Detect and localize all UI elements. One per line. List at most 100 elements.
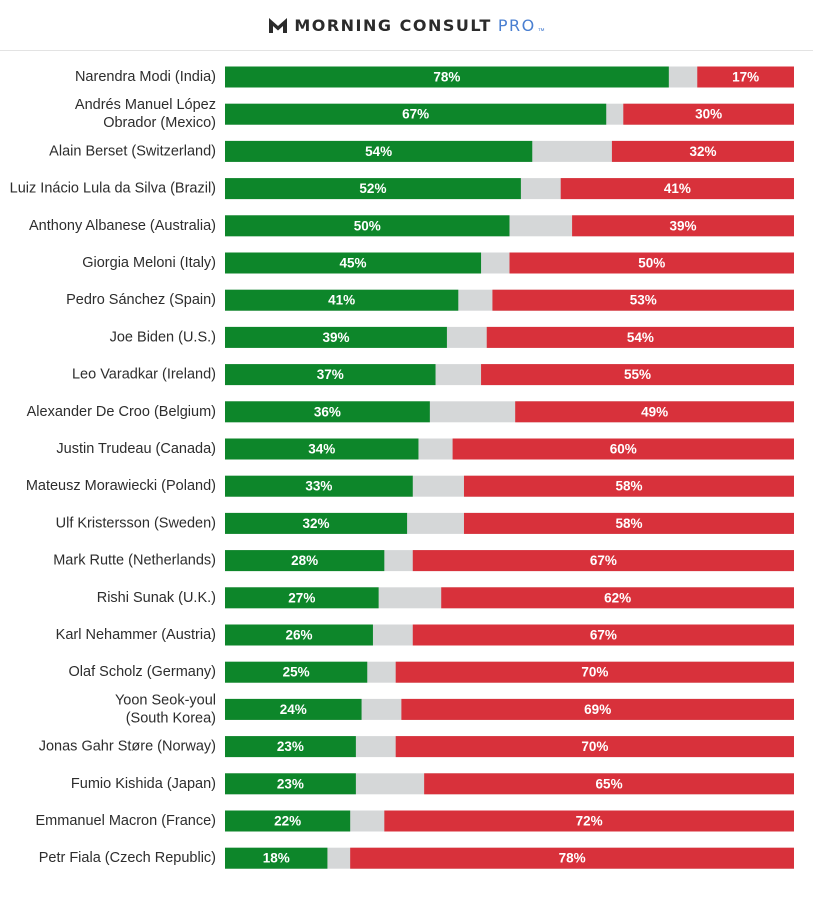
- row-label: Mateusz Morawiecki (Poland): [26, 478, 216, 494]
- data-label-disapprove: 30%: [695, 107, 722, 122]
- bar-row: Emmanuel Macron (France) 22% 72%: [36, 810, 794, 832]
- bar-segment-approve: [225, 252, 482, 274]
- bar-segment-disapprove: [463, 475, 794, 497]
- bar-row: Narendra Modi (India) 78% 17%: [75, 66, 794, 88]
- bar-segment-approve: [225, 326, 447, 348]
- data-label-disapprove: 53%: [630, 293, 657, 308]
- bar-row: Luiz Inácio Lula da Silva (Brazil) 52% 41%: [10, 178, 794, 200]
- data-label-approve: 54%: [365, 144, 392, 159]
- row-label: Andrés Manuel López: [75, 97, 216, 113]
- brand-name: MORNING CONSULT: [294, 15, 492, 35]
- bar-segment-disapprove: [384, 810, 794, 832]
- data-label-disapprove: 55%: [624, 367, 651, 382]
- bar-segment-approve: [225, 475, 413, 497]
- data-label-disapprove: 67%: [590, 553, 617, 568]
- brand-logo-group: MORNING CONSULT PRO ™: [268, 15, 545, 35]
- data-label-approve: 39%: [322, 330, 349, 345]
- row-label: Petr Fiala (Czech Republic): [39, 850, 216, 866]
- bar-row: Karl Nehammer (Austria) 26% 67%: [56, 624, 794, 646]
- data-label-approve: 52%: [359, 181, 386, 196]
- data-label-approve: 41%: [328, 293, 355, 308]
- bar-segment-disapprove: [481, 364, 794, 386]
- bar-segment-disapprove: [395, 661, 794, 683]
- data-label-disapprove: 65%: [596, 776, 623, 791]
- bar-segment-disapprove: [509, 252, 794, 274]
- data-label-disapprove: 49%: [641, 404, 668, 419]
- row-label: Yoon Seok-youl: [115, 692, 216, 708]
- bar-row: Leo Varadkar (Ireland) 37% 55%: [72, 364, 794, 386]
- bar-segment-approve: [225, 401, 430, 423]
- bar-segment-disapprove: [395, 736, 794, 758]
- data-label-disapprove: 50%: [638, 256, 665, 271]
- brand-trademark: ™: [537, 27, 545, 35]
- bar-segment-approve: [225, 438, 419, 460]
- bar-segment-approve: [225, 512, 408, 534]
- bar-row: Petr Fiala (Czech Republic) 18% 78%: [39, 847, 794, 869]
- data-label-disapprove: 17%: [732, 70, 759, 85]
- data-label-approve: 22%: [274, 814, 301, 829]
- bar-row: Justin Trudeau (Canada) 34% 60%: [56, 438, 794, 460]
- bar-row: Yoon Seok-youl (South Korea) 24% 69%: [115, 692, 794, 726]
- morning-consult-logo-icon: [269, 18, 288, 33]
- bar-row: Alain Berset (Switzerland) 54% 32%: [49, 140, 794, 162]
- bar-segment-approve: [225, 810, 351, 832]
- bar-segment-disapprove: [412, 550, 794, 572]
- data-label-approve: 26%: [285, 628, 312, 643]
- row-label: Olaf Scholz (Germany): [69, 664, 216, 680]
- data-label-disapprove: 69%: [584, 702, 611, 717]
- bar-segment-disapprove: [492, 289, 794, 311]
- data-label-approve: 23%: [277, 739, 304, 754]
- bar-row: Anthony Albanese (Australia) 50% 39%: [29, 215, 794, 237]
- bar-row: Alexander De Croo (Belgium) 36% 49%: [27, 401, 794, 423]
- bar-segment-disapprove: [424, 773, 794, 795]
- row-label: Narendra Modi (India): [75, 69, 216, 85]
- bar-row: Fumio Kishida (Japan) 23% 65%: [71, 773, 794, 795]
- data-label-disapprove: 78%: [559, 851, 586, 866]
- bar-segment-approve: [225, 773, 356, 795]
- bar-segment-disapprove: [560, 178, 794, 200]
- brand-suffix: PRO: [497, 15, 536, 35]
- data-label-disapprove: 60%: [610, 442, 637, 457]
- bar-segment-approve: [225, 289, 459, 311]
- row-label: Rishi Sunak (U.K.): [97, 590, 216, 606]
- bar-segment-approve: [225, 103, 607, 125]
- data-label-approve: 36%: [314, 404, 341, 419]
- bar-row: Pedro Sánchez (Spain) 41% 53%: [66, 289, 794, 311]
- bar-row: Andrés Manuel López Obrador (Mexico) 67% 30…: [75, 97, 794, 131]
- row-label: Leo Varadkar (Ireland): [72, 367, 216, 383]
- data-label-approve: 67%: [402, 107, 429, 122]
- row-label: Jonas Gahr Støre (Norway): [39, 739, 216, 755]
- bar-segment-disapprove: [697, 66, 794, 88]
- data-label-approve: 24%: [280, 702, 307, 717]
- row-label: Emmanuel Macron (France): [36, 813, 217, 829]
- bar-segment-disapprove: [441, 587, 794, 609]
- data-label-disapprove: 54%: [627, 330, 654, 345]
- bar-row: Ulf Kristersson (Sweden) 32% 58%: [56, 512, 794, 534]
- bar-segment-disapprove: [572, 215, 794, 237]
- bar-segment-approve: [225, 698, 362, 720]
- bar-segment-approve: [225, 364, 436, 386]
- bar-segment-disapprove: [401, 698, 794, 720]
- data-label-approve: 18%: [263, 851, 290, 866]
- bar-segment-approve: [225, 847, 328, 869]
- bar-segment-approve: [225, 215, 510, 237]
- row-label: Karl Nehammer (Austria): [56, 627, 216, 643]
- row-label: Mark Rutte (Netherlands): [53, 553, 216, 569]
- bar-segment-disapprove: [486, 326, 794, 348]
- bar-segment-approve: [225, 140, 533, 162]
- bar-segment-disapprove: [623, 103, 794, 125]
- row-label: Anthony Albanese (Australia): [29, 218, 216, 234]
- row-label: Joe Biden (U.S.): [110, 329, 216, 345]
- bar-row: Rishi Sunak (U.K.) 27% 62%: [97, 587, 794, 609]
- data-label-approve: 34%: [308, 442, 335, 457]
- data-label-disapprove: 58%: [615, 479, 642, 494]
- row-label: (South Korea): [126, 710, 216, 726]
- data-label-approve: 27%: [288, 590, 315, 605]
- data-label-approve: 45%: [340, 256, 367, 271]
- brand-header: MORNING CONSULT PRO ™: [0, 0, 813, 51]
- data-label-disapprove: 72%: [576, 814, 603, 829]
- bar-segment-disapprove: [350, 847, 794, 869]
- row-label: Justin Trudeau (Canada): [56, 441, 216, 457]
- data-label-approve: 28%: [291, 553, 318, 568]
